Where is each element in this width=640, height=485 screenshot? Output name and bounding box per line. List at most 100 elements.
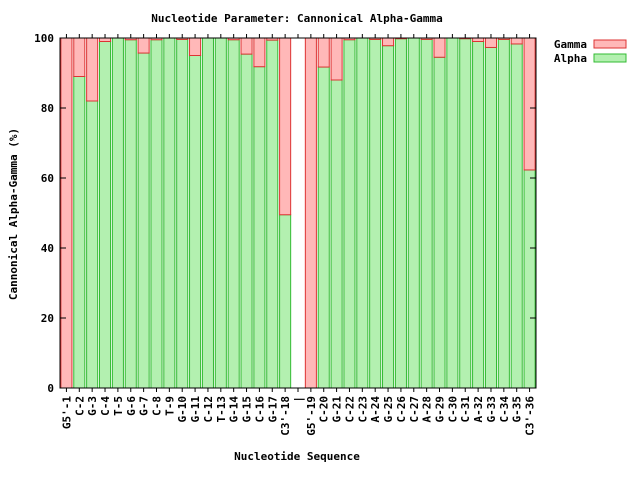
bar-gamma-35 — [510, 37, 523, 45]
x-tick-label-35: G-35 — [511, 396, 524, 423]
bar-gamma-21 — [330, 37, 343, 81]
bar-gamma-14 — [240, 37, 253, 55]
bar-gamma-25 — [382, 37, 395, 47]
bar-gamma-29 — [433, 37, 446, 58]
bar-gamma-15 — [253, 37, 266, 68]
x-tick-label-4: T-5 — [112, 396, 125, 416]
bar-alpha-13 — [227, 39, 240, 389]
x-tick-label-3: C-4 — [99, 396, 112, 416]
bar-alpha-32 — [472, 41, 485, 389]
legend-label-alpha: Alpha — [554, 52, 587, 65]
x-axis-label: Nucleotide Sequence — [234, 450, 360, 463]
bar-gamma-2 — [86, 37, 99, 102]
bar-alpha-4 — [111, 37, 124, 389]
x-tick-label-20: C-20 — [318, 396, 331, 423]
legend-swatch-gamma — [593, 39, 627, 49]
axes-group: G5'-1 C-2 G-3 C-4 T-5 G-6 G-7 C-8 T-9 G-10 G-11 C-1… — [34, 32, 536, 436]
x-tick-label-14: G-15 — [241, 396, 254, 423]
bar-gamma-32 — [472, 37, 485, 42]
x-tick-label-15: C-16 — [253, 396, 266, 423]
y-tick-label-1: 20 — [41, 312, 54, 325]
bar-alpha-2 — [86, 100, 99, 389]
bar-alpha-31 — [459, 38, 472, 389]
bar-alpha-8 — [163, 37, 176, 389]
y-tick-label-4: 80 — [41, 102, 54, 115]
bar-gamma-10 — [189, 37, 202, 56]
x-tick-label-25: G-25 — [382, 396, 395, 423]
x-tick-label-30: C-30 — [446, 396, 459, 423]
x-tick-label-5: G-6 — [125, 396, 138, 416]
bar-alpha-26 — [394, 38, 407, 389]
y-tick-label-3: 60 — [41, 172, 54, 185]
plot-frame — [59, 37, 537, 389]
bar-alpha-9 — [176, 38, 189, 389]
bar-alpha-15 — [253, 66, 266, 389]
y-axis-label: Cannonical Alpha-Gamma (%) — [7, 128, 20, 300]
x-tick-label-21: G-21 — [331, 396, 344, 423]
bar-alpha-16 — [266, 39, 279, 389]
x-tick-label-8: T-9 — [163, 396, 176, 416]
bar-alpha-5 — [124, 39, 137, 389]
x-tick-label-10: G-11 — [189, 396, 202, 423]
bar-alpha-6 — [137, 52, 150, 389]
legend-swatch-alpha — [593, 53, 627, 63]
bar-gamma-17 — [279, 37, 292, 216]
x-tick-label-17: C3'-18 — [279, 396, 292, 436]
chart-title: Nucleotide Parameter: Cannonical Alpha-G… — [151, 12, 442, 25]
bar-alpha-25 — [382, 45, 395, 389]
bar-gamma-33 — [484, 37, 498, 48]
y-tick-label-0: 0 — [47, 382, 54, 395]
x-tick-label-36: C3'-36 — [524, 396, 537, 436]
bar-alpha-33 — [484, 46, 498, 389]
bar-alpha-10 — [189, 55, 202, 389]
bar-alpha-7 — [150, 39, 163, 389]
x-tick-label-29: G-29 — [434, 396, 447, 423]
x-tick-label-7: C-8 — [150, 396, 163, 416]
bar-alpha-23 — [356, 37, 369, 389]
bar-alpha-21 — [330, 79, 343, 389]
bar-alpha-27 — [407, 37, 420, 389]
bar-alpha-36 — [523, 169, 536, 389]
x-tick-label-26: C-26 — [395, 396, 408, 423]
x-tick-label-11: C-12 — [202, 396, 215, 423]
bar-alpha-17 — [279, 214, 292, 389]
x-tick-label-28: A-28 — [421, 396, 434, 423]
x-tick-label-0: G5'-1 — [60, 396, 73, 429]
legend-label-gamma: Gamma — [554, 38, 587, 51]
y-tick-label-2: 40 — [41, 242, 54, 255]
bar-gamma-1 — [73, 37, 86, 77]
bar-alpha-35 — [510, 43, 523, 389]
bar-alpha-12 — [214, 37, 227, 389]
x-tick-label-13: G-14 — [228, 396, 241, 423]
bar-alpha-29 — [433, 56, 446, 389]
bar-gamma-36 — [523, 37, 536, 171]
x-tick-label-12: T-13 — [215, 396, 228, 423]
bar-alpha-30 — [446, 37, 459, 389]
bar-alpha-1 — [73, 76, 86, 389]
x-tick-label-19: G5'-19 — [305, 396, 318, 436]
x-tick-label-22: C-22 — [343, 396, 356, 423]
x-tick-label-18: | — [292, 396, 305, 403]
bar-alpha-11 — [201, 37, 214, 389]
bar-alpha-22 — [343, 39, 356, 389]
bar-alpha-28 — [420, 38, 433, 389]
x-tick-label-1: C-2 — [73, 396, 86, 416]
bar-gamma-19 — [304, 37, 317, 389]
x-tick-label-27: C-27 — [408, 396, 421, 423]
bar-alpha-24 — [369, 38, 382, 389]
bar-alpha-14 — [240, 53, 253, 389]
bar-alpha-34 — [497, 38, 510, 389]
x-tick-label-23: C-23 — [356, 396, 369, 423]
bar-gamma-0 — [60, 37, 73, 389]
x-tick-label-2: G-3 — [86, 396, 99, 416]
y-tick-label-5: 100 — [34, 32, 54, 45]
x-tick-label-31: C-31 — [459, 396, 472, 423]
x-tick-label-34: C-34 — [498, 396, 511, 423]
bar-alpha-20 — [317, 66, 330, 389]
bar-gamma-20 — [317, 37, 330, 68]
x-tick-label-32: A-32 — [472, 396, 485, 423]
x-tick-label-33: G-33 — [485, 396, 498, 423]
